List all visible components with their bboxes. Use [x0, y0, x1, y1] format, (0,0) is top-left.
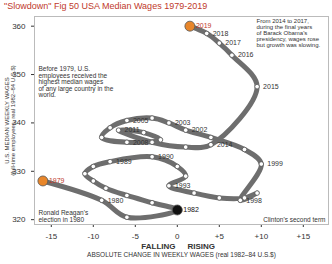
html-text:"Slowdown" Fig 50 USA Median W: "Slowdown" Fig 50 USA Median Wages 1979-… — [4, 1, 208, 11]
svg-text:+15: +15 — [297, 232, 311, 241]
svg-text:2019: 2019 — [196, 22, 212, 29]
svg-text:RISING: RISING — [188, 242, 216, 251]
svg-text:1990: 1990 — [158, 153, 174, 160]
svg-text:1998: 1998 — [246, 197, 262, 204]
svg-text:Clinton's second term: Clinton's second term — [263, 216, 325, 223]
svg-text:350: 350 — [12, 70, 26, 80]
svg-text:320: 320 — [12, 215, 26, 224]
svg-text:ABSOLUTE CHANGE IN WEEKLY WAGE: ABSOLUTE CHANGE IN WEEKLY WAGES (real 19… — [87, 251, 276, 259]
svg-text:330: 330 — [12, 166, 26, 176]
svg-text:1980: 1980 — [108, 197, 124, 204]
svg-text:0: 0 — [175, 232, 180, 241]
svg-text:FALLING: FALLING — [141, 242, 175, 251]
svg-text:1999: 1999 — [267, 160, 283, 167]
svg-text:U.S. MEDIAN WEEKLY WAGES(full-: U.S. MEDIAN WEEKLY WAGES(full-time emplo… — [4, 65, 16, 176]
svg-text:1982: 1982 — [183, 206, 199, 213]
svg-text:2011: 2011 — [125, 126, 140, 133]
svg-text:2003: 2003 — [175, 119, 191, 126]
svg-text:2015: 2015 — [263, 83, 279, 90]
svg-text:1979: 1979 — [49, 177, 65, 184]
svg-text:+5: +5 — [215, 232, 225, 241]
svg-text:2002: 2002 — [192, 126, 208, 133]
svg-text:1989: 1989 — [116, 158, 132, 165]
svg-text:2008: 2008 — [133, 139, 149, 146]
svg-text:340: 340 — [12, 118, 26, 128]
svg-text:360: 360 — [12, 22, 26, 31]
svg-text:-15: -15 — [46, 232, 58, 241]
svg-text:2017: 2017 — [225, 39, 241, 46]
svg-text:2018: 2018 — [213, 30, 229, 37]
svg-text:-5: -5 — [132, 232, 140, 241]
svg-text:From 2014 to 2017,during the f: From 2014 to 2017,during the final years… — [257, 18, 321, 48]
svg-text:2016: 2016 — [238, 51, 254, 58]
svg-text:Ronald Reagan'selection in 198: Ronald Reagan'selection in 1980 — [39, 209, 89, 223]
svg-text:Before 1979, U.S.employees rec: Before 1979, U.S.employees received theh… — [38, 65, 114, 98]
svg-text:2005: 2005 — [133, 117, 149, 124]
svg-text:-10: -10 — [88, 232, 100, 241]
svg-text:2014: 2014 — [217, 141, 233, 148]
svg-text:+10: +10 — [255, 232, 269, 241]
svg-text:1993: 1993 — [175, 182, 191, 189]
